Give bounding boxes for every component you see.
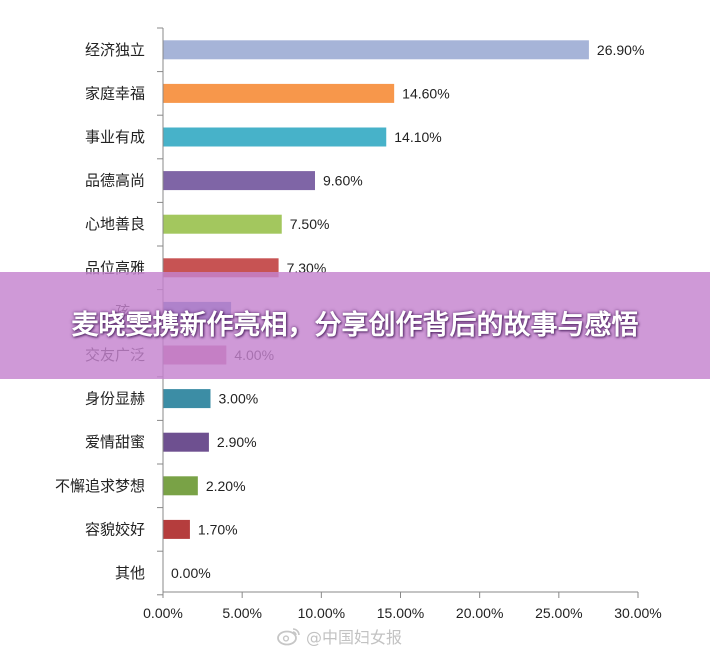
category-label: 经济独立 (85, 41, 145, 59)
x-tick-label: 10.00% (298, 605, 345, 621)
weibo-icon (277, 628, 300, 646)
bar (163, 214, 282, 234)
value-label: 0.00% (171, 565, 211, 581)
value-label: 1.70% (198, 521, 238, 537)
value-label: 14.60% (402, 85, 449, 101)
x-tick-label: 20.00% (456, 605, 503, 621)
value-label: 2.20% (206, 478, 246, 494)
category-label: 心地善良 (85, 215, 145, 233)
value-label: 2.90% (217, 434, 257, 450)
bar (163, 40, 589, 60)
headline-text: 麦晓雯携新作亮相，分享创作背后的故事与感悟 (71, 309, 639, 341)
bar (163, 432, 209, 452)
category-label: 容貌姣好 (85, 520, 145, 538)
bar (163, 127, 387, 147)
value-label: 14.10% (394, 129, 441, 145)
value-label: 9.60% (323, 173, 363, 189)
category-label: 事业有成 (85, 128, 145, 146)
watermark-text: @中国妇女报 (306, 628, 403, 647)
x-tick-label: 0.00% (143, 605, 183, 621)
x-tick-label: 30.00% (614, 605, 661, 621)
headline-banner: 麦晓雯携新作亮相，分享创作背后的故事与感悟 (0, 272, 710, 379)
category-label: 品德高尚 (85, 172, 145, 190)
watermark: @中国妇女报 (276, 624, 402, 648)
category-label: 身份显赫 (85, 390, 145, 408)
category-label: 其他 (115, 564, 145, 582)
value-label: 26.90% (597, 42, 644, 58)
bar (163, 171, 315, 191)
value-label: 7.50% (290, 216, 330, 232)
bar (163, 83, 395, 103)
category-label: 爱情甜蜜 (85, 433, 145, 451)
value-label: 7.30% (287, 260, 327, 276)
x-tick-label: 5.00% (222, 605, 262, 621)
category-label: 家庭幸福 (85, 84, 145, 102)
x-tick-label: 25.00% (535, 605, 582, 621)
category-label: 不懈追求梦想 (55, 477, 145, 495)
bar (163, 519, 190, 539)
value-label: 3.00% (219, 391, 259, 407)
bar (163, 476, 198, 496)
bar (163, 389, 211, 409)
x-tick-label: 15.00% (377, 605, 424, 621)
